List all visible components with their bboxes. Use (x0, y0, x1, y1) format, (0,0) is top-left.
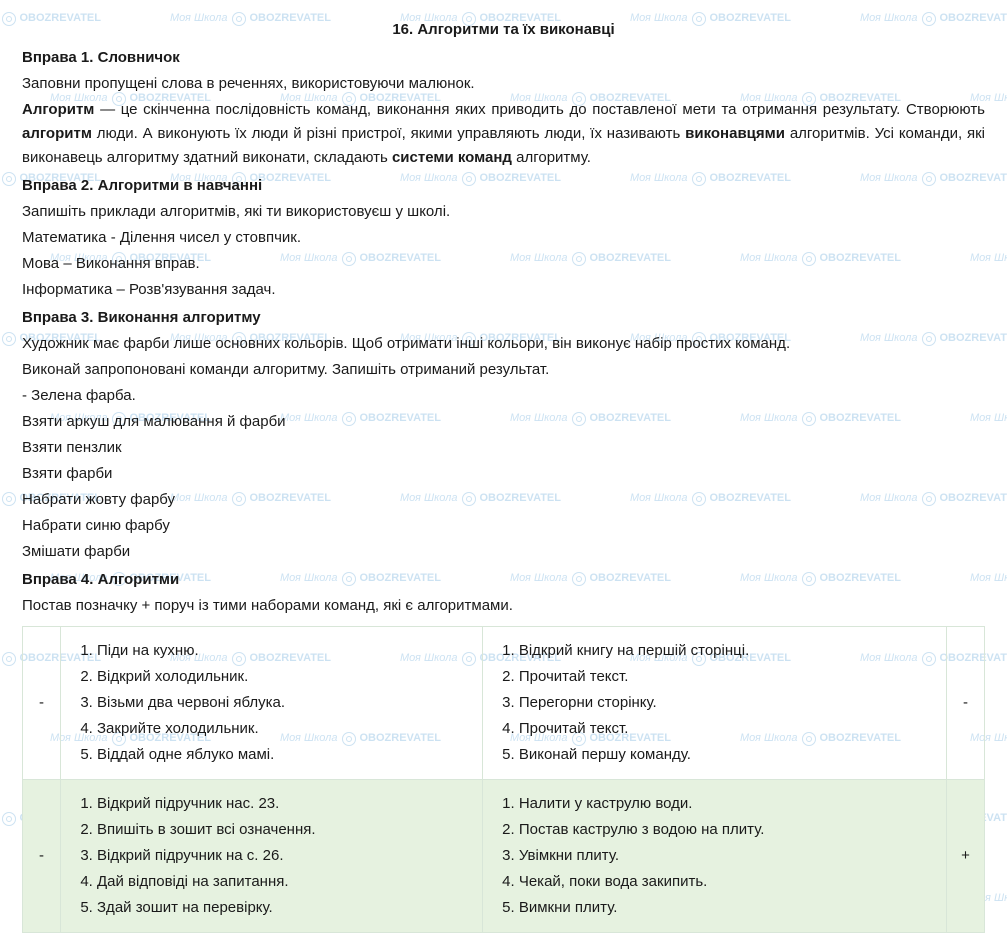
cmd-list: Піди на кухню. Відкрий холодильник. Візь… (75, 639, 468, 767)
mark-cell: - (23, 780, 61, 933)
ex2-head: Вправа 2. Алгоритми в навчанні (22, 174, 985, 198)
ex3-l7: Змішати фарби (22, 540, 985, 564)
list-item: Чекай, поки вода закипить. (519, 870, 932, 894)
cmd-list: Відкрий книгу на першій сторінці. Прочит… (497, 639, 932, 767)
ex3-l3: Взяти пензлик (22, 436, 985, 460)
table-row: - Піди на кухню. Відкрий холодильник. Ві… (23, 627, 985, 780)
algorithm-table: - Піди на кухню. Відкрий холодильник. Ві… (22, 626, 985, 933)
list-item: Впишіть в зошит всі означення. (97, 818, 468, 842)
cmd-cell: Відкрий книгу на першій сторінці. Прочит… (482, 627, 946, 780)
list-item: Піди на кухню. (97, 639, 468, 663)
ex3-l6: Набрати синю фарбу (22, 514, 985, 538)
list-item: Відкрий холодильник. (97, 665, 468, 689)
ex4-intro: Постав позначку + поруч із тими наборами… (22, 594, 985, 618)
ex4-head: Вправа 4. Алгоритми (22, 568, 985, 592)
table-row: - Відкрий підручник нас. 23. Впишіть в з… (23, 780, 985, 933)
ex1-head: Вправа 1. Словничок (22, 46, 985, 70)
term-command-systems: системи команд (392, 149, 512, 166)
ex3-l2: Взяти аркуш для малювання й фарби (22, 410, 985, 434)
list-item: Налити у каструлю води. (519, 792, 932, 816)
ex1-t1: — це скінченна послідовність команд, вик… (94, 101, 985, 118)
list-item: Увімкни плиту. (519, 844, 932, 868)
cmd-cell: Піди на кухню. Відкрий холодильник. Візь… (61, 627, 483, 780)
ex1-intro: Заповни пропущені слова в реченнях, вико… (22, 72, 985, 96)
ex3-p1: Художник має фарби лише основних кольорі… (22, 332, 985, 356)
cmd-list: Налити у каструлю води. Постав каструлю … (497, 792, 932, 920)
term-executors: виконавцями (685, 125, 785, 142)
list-item: Постав каструлю з водою на плиту. (519, 818, 932, 842)
ex3-l4: Взяти фарби (22, 462, 985, 486)
ex2-l3: Інформатика – Розв'язування задач. (22, 278, 985, 302)
list-item: Відкрий книгу на першій сторінці. (519, 639, 932, 663)
list-item: Вимкни плиту. (519, 896, 932, 920)
mark-cell: + (947, 780, 985, 933)
term-algorithm: Алгоритм (22, 101, 94, 118)
list-item: Закрийте холодильник. (97, 717, 468, 741)
cmd-cell: Відкрий підручник нас. 23. Впишіть в зош… (61, 780, 483, 933)
ex1-t2: люди. А виконують їх люди й різні пристр… (92, 125, 685, 142)
ex3-l1: - Зелена фарба. (22, 384, 985, 408)
ex2-l2: Мова – Виконання вправ. (22, 252, 985, 276)
ex3-l5: Набрати жовту фарбу (22, 488, 985, 512)
list-item: Віддай одне яблуко мамі. (97, 743, 468, 767)
cmd-cell: Налити у каструлю води. Постав каструлю … (482, 780, 946, 933)
term-algorithm-2: алгоритм (22, 125, 92, 142)
document-content: 16. Алгоритми та їх виконавці Вправа 1. … (22, 18, 985, 933)
list-item: Прочитай текст. (519, 717, 932, 741)
ex2-intro: Запишіть приклади алгоритмів, які ти вик… (22, 200, 985, 224)
ex1-t4: алгоритму. (512, 149, 591, 166)
ex2-l1: Математика - Ділення чисел у стовпчик. (22, 226, 985, 250)
list-item: Дай відповіді на запитання. (97, 870, 468, 894)
list-item: Прочитай текст. (519, 665, 932, 689)
ex1-body: Алгоритм — це скінченна послідовність ко… (22, 98, 985, 170)
mark-cell: - (947, 627, 985, 780)
list-item: Перегорни сторінку. (519, 691, 932, 715)
ex3-head: Вправа 3. Виконання алгоритму (22, 306, 985, 330)
cmd-list: Відкрий підручник нас. 23. Впишіть в зош… (75, 792, 468, 920)
list-item: Відкрий підручник на с. 26. (97, 844, 468, 868)
page-title: 16. Алгоритми та їх виконавці (22, 18, 985, 42)
list-item: Виконай першу команду. (519, 743, 932, 767)
list-item: Візьми два червоні яблука. (97, 691, 468, 715)
list-item: Здай зошит на перевірку. (97, 896, 468, 920)
ex3-p2: Виконай запропоновані команди алгоритму.… (22, 358, 985, 382)
mark-cell: - (23, 627, 61, 780)
list-item: Відкрий підручник нас. 23. (97, 792, 468, 816)
